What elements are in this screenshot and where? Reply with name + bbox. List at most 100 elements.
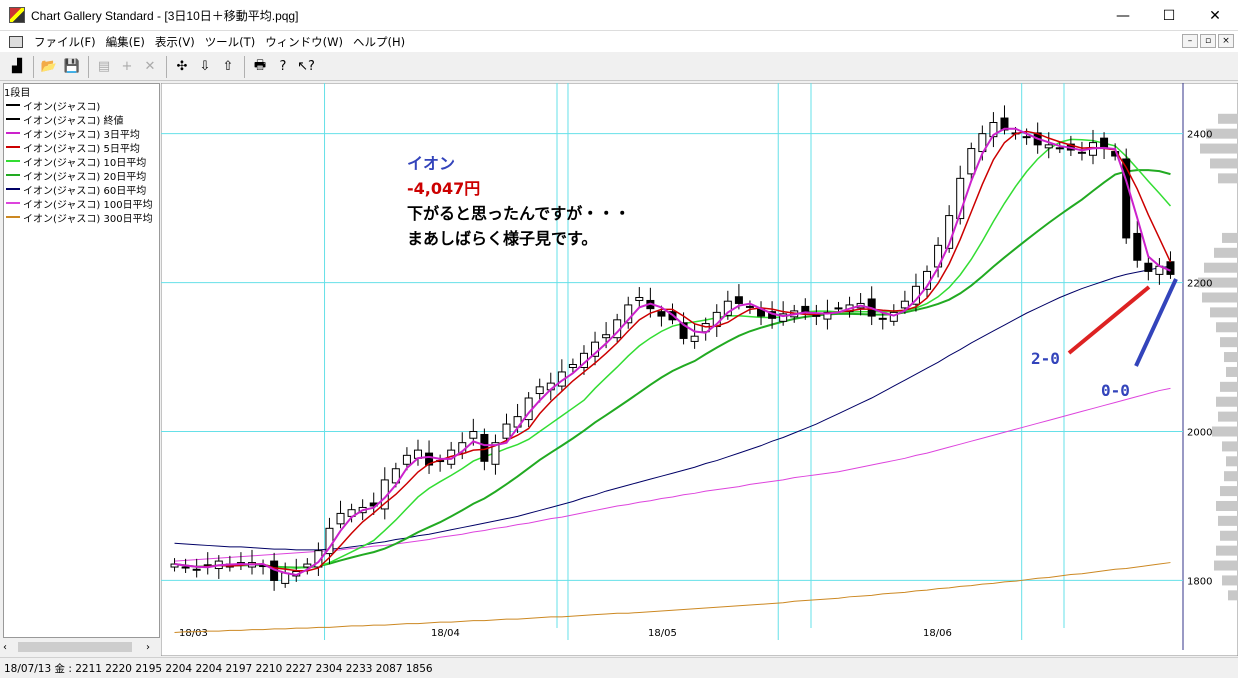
legend-label: イオン(ジャスコ) 3日平均 [23,129,140,141]
add-icon[interactable]: + [121,59,133,74]
mdi-close-button[interactable]: × [1218,34,1234,48]
volume-profile-bar [1216,500,1238,511]
candle-body [1133,232,1142,261]
ma60-line [174,265,1171,551]
candle-body [889,311,898,322]
candle-body [834,307,843,310]
legend-item[interactable]: イオン(ジャスコ) 3日平均 [4,126,159,141]
candle-body [635,296,644,301]
open-folder-icon[interactable]: 📂 [40,59,58,74]
legend-item[interactable]: イオン(ジャスコ) 5日平均 [4,140,159,155]
candle-body [878,317,887,320]
save-icon[interactable]: 💾 [63,59,81,74]
legend-item[interactable]: イオン(ジャスコ) 300日平均 [4,210,159,225]
candle-body [1055,147,1064,150]
document-icon[interactable] [9,35,23,48]
chart-background [160,82,1238,657]
scroll-right-icon[interactable]: › [146,641,150,653]
legend-swatch [6,202,20,204]
candle-body [967,148,976,175]
legend-label: イオン(ジャスコ) 100日平均 [23,199,153,211]
legend-item[interactable]: イオン(ジャスコ) 60日平均 [4,182,159,197]
legend-swatch [6,174,20,176]
ma10-line [174,138,1172,569]
candle-body [734,296,743,304]
legend-swatch [6,104,20,106]
volume-profile-bar [1224,352,1238,363]
candle-body [900,300,909,309]
scroll-left-icon[interactable]: ‹ [3,641,7,653]
crosshair-icon[interactable]: ✣ [176,59,188,74]
ma3-line [174,127,1171,577]
volume-profile-bar [1204,262,1238,273]
scroll-thumb[interactable] [18,642,132,652]
legend-label: イオン(ジャスコ) [23,101,101,113]
menu-help[interactable]: ヘルプ(H) [353,34,406,49]
volume-profile-bar [1216,545,1238,556]
delete-icon[interactable]: ✕ [144,59,156,74]
legend-label: イオン(ジャスコ) 終値 [23,115,124,127]
chart-area[interactable]: 1800 2000 2200 2400 18/03 18/04 18/05 18/06 2-0 0… [160,82,1238,657]
volume-profile-bar [1206,128,1238,139]
x-tick-label: 18/05 [648,628,677,639]
volume-profile-bar [1224,471,1238,482]
arrow-down-icon[interactable]: ⇩ [199,59,211,74]
toolbar-separator [33,55,34,78]
menu-edit[interactable]: 編集(E) [105,34,145,49]
ma20-line [174,169,1171,569]
close-button[interactable]: ✕ [1209,7,1221,24]
volume-profile-bar [1218,173,1238,184]
volume-profile-bar [1216,396,1238,407]
menu-window[interactable]: ウィンドウ(W) [265,34,344,49]
properties-icon[interactable]: ▤ [97,59,111,74]
candle-body [425,452,434,466]
y-tick-label: 2000 [1187,428,1212,439]
legend-item[interactable]: イオン(ジャスコ) 20日平均 [4,168,159,183]
menu-tools[interactable]: ツール(T) [204,34,256,49]
volume-profile-bar [1216,322,1238,333]
maximize-button[interactable]: ☐ [1162,7,1176,24]
price-chart[interactable]: 1800 2000 2200 2400 18/03 18/04 18/05 18/06 2-0 0… [160,82,1238,657]
y-tick-label: 1800 [1187,576,1212,587]
candle-body [469,431,478,439]
title-bar: Chart Gallery Standard - [3日10日＋移動平均.pqg… [0,0,1238,31]
legend-item[interactable]: イオン(ジャスコ) 10日平均 [4,154,159,169]
arrow-up-icon[interactable]: ⇧ [222,59,234,74]
context-help-icon[interactable]: ↖? [297,59,315,74]
app-icon[interactable] [9,7,25,23]
candle-body [1122,158,1131,239]
candle-body [170,563,179,568]
legend-scrollbar[interactable]: ‹ › [0,639,160,655]
mdi-restore-button[interactable]: ▫ [1200,34,1216,48]
candle-body [1077,151,1086,154]
print-icon[interactable]: 🖶 [253,57,267,73]
candle-body [1022,136,1031,139]
blue-marker-line [1134,278,1178,367]
legend-swatch [6,188,20,190]
legend-swatch [6,216,20,218]
volume-profile-bar [1220,486,1238,497]
volume-profile-bar [1220,381,1238,392]
menu-view[interactable]: 表示(V) [154,34,195,49]
marker-label-0-0: 0-0 [1101,381,1130,400]
legend-item[interactable]: イオン(ジャスコ) [4,98,159,113]
candle-body [391,468,400,484]
mdi-minimize-button[interactable]: – [1182,34,1198,48]
annotation-name: イオン [407,154,455,173]
volume-profile-bar [1226,456,1238,467]
toolbar: ▟ 📂 💾 ▤ + ✕ ✣ ⇩ ⇧ 🖶? ↖? [0,53,1238,81]
minimize-button[interactable]: — [1116,7,1130,24]
candle-body [1000,117,1009,131]
help-icon[interactable]: ? [279,59,287,74]
candle-body [491,442,500,465]
volume-profile-bar [1218,515,1238,526]
legend-item[interactable]: イオン(ジャスコ) 終値 [4,112,159,127]
menu-file[interactable]: ファイル(F) [34,34,96,49]
candle-body [956,177,965,220]
candle-body [568,364,577,368]
candle-body [779,313,788,322]
candle-body [535,386,544,395]
legend-item[interactable]: イオン(ジャスコ) 100日平均 [4,196,159,211]
chart-type-icon[interactable]: ▟ [12,59,22,74]
legend-swatch [6,160,20,162]
